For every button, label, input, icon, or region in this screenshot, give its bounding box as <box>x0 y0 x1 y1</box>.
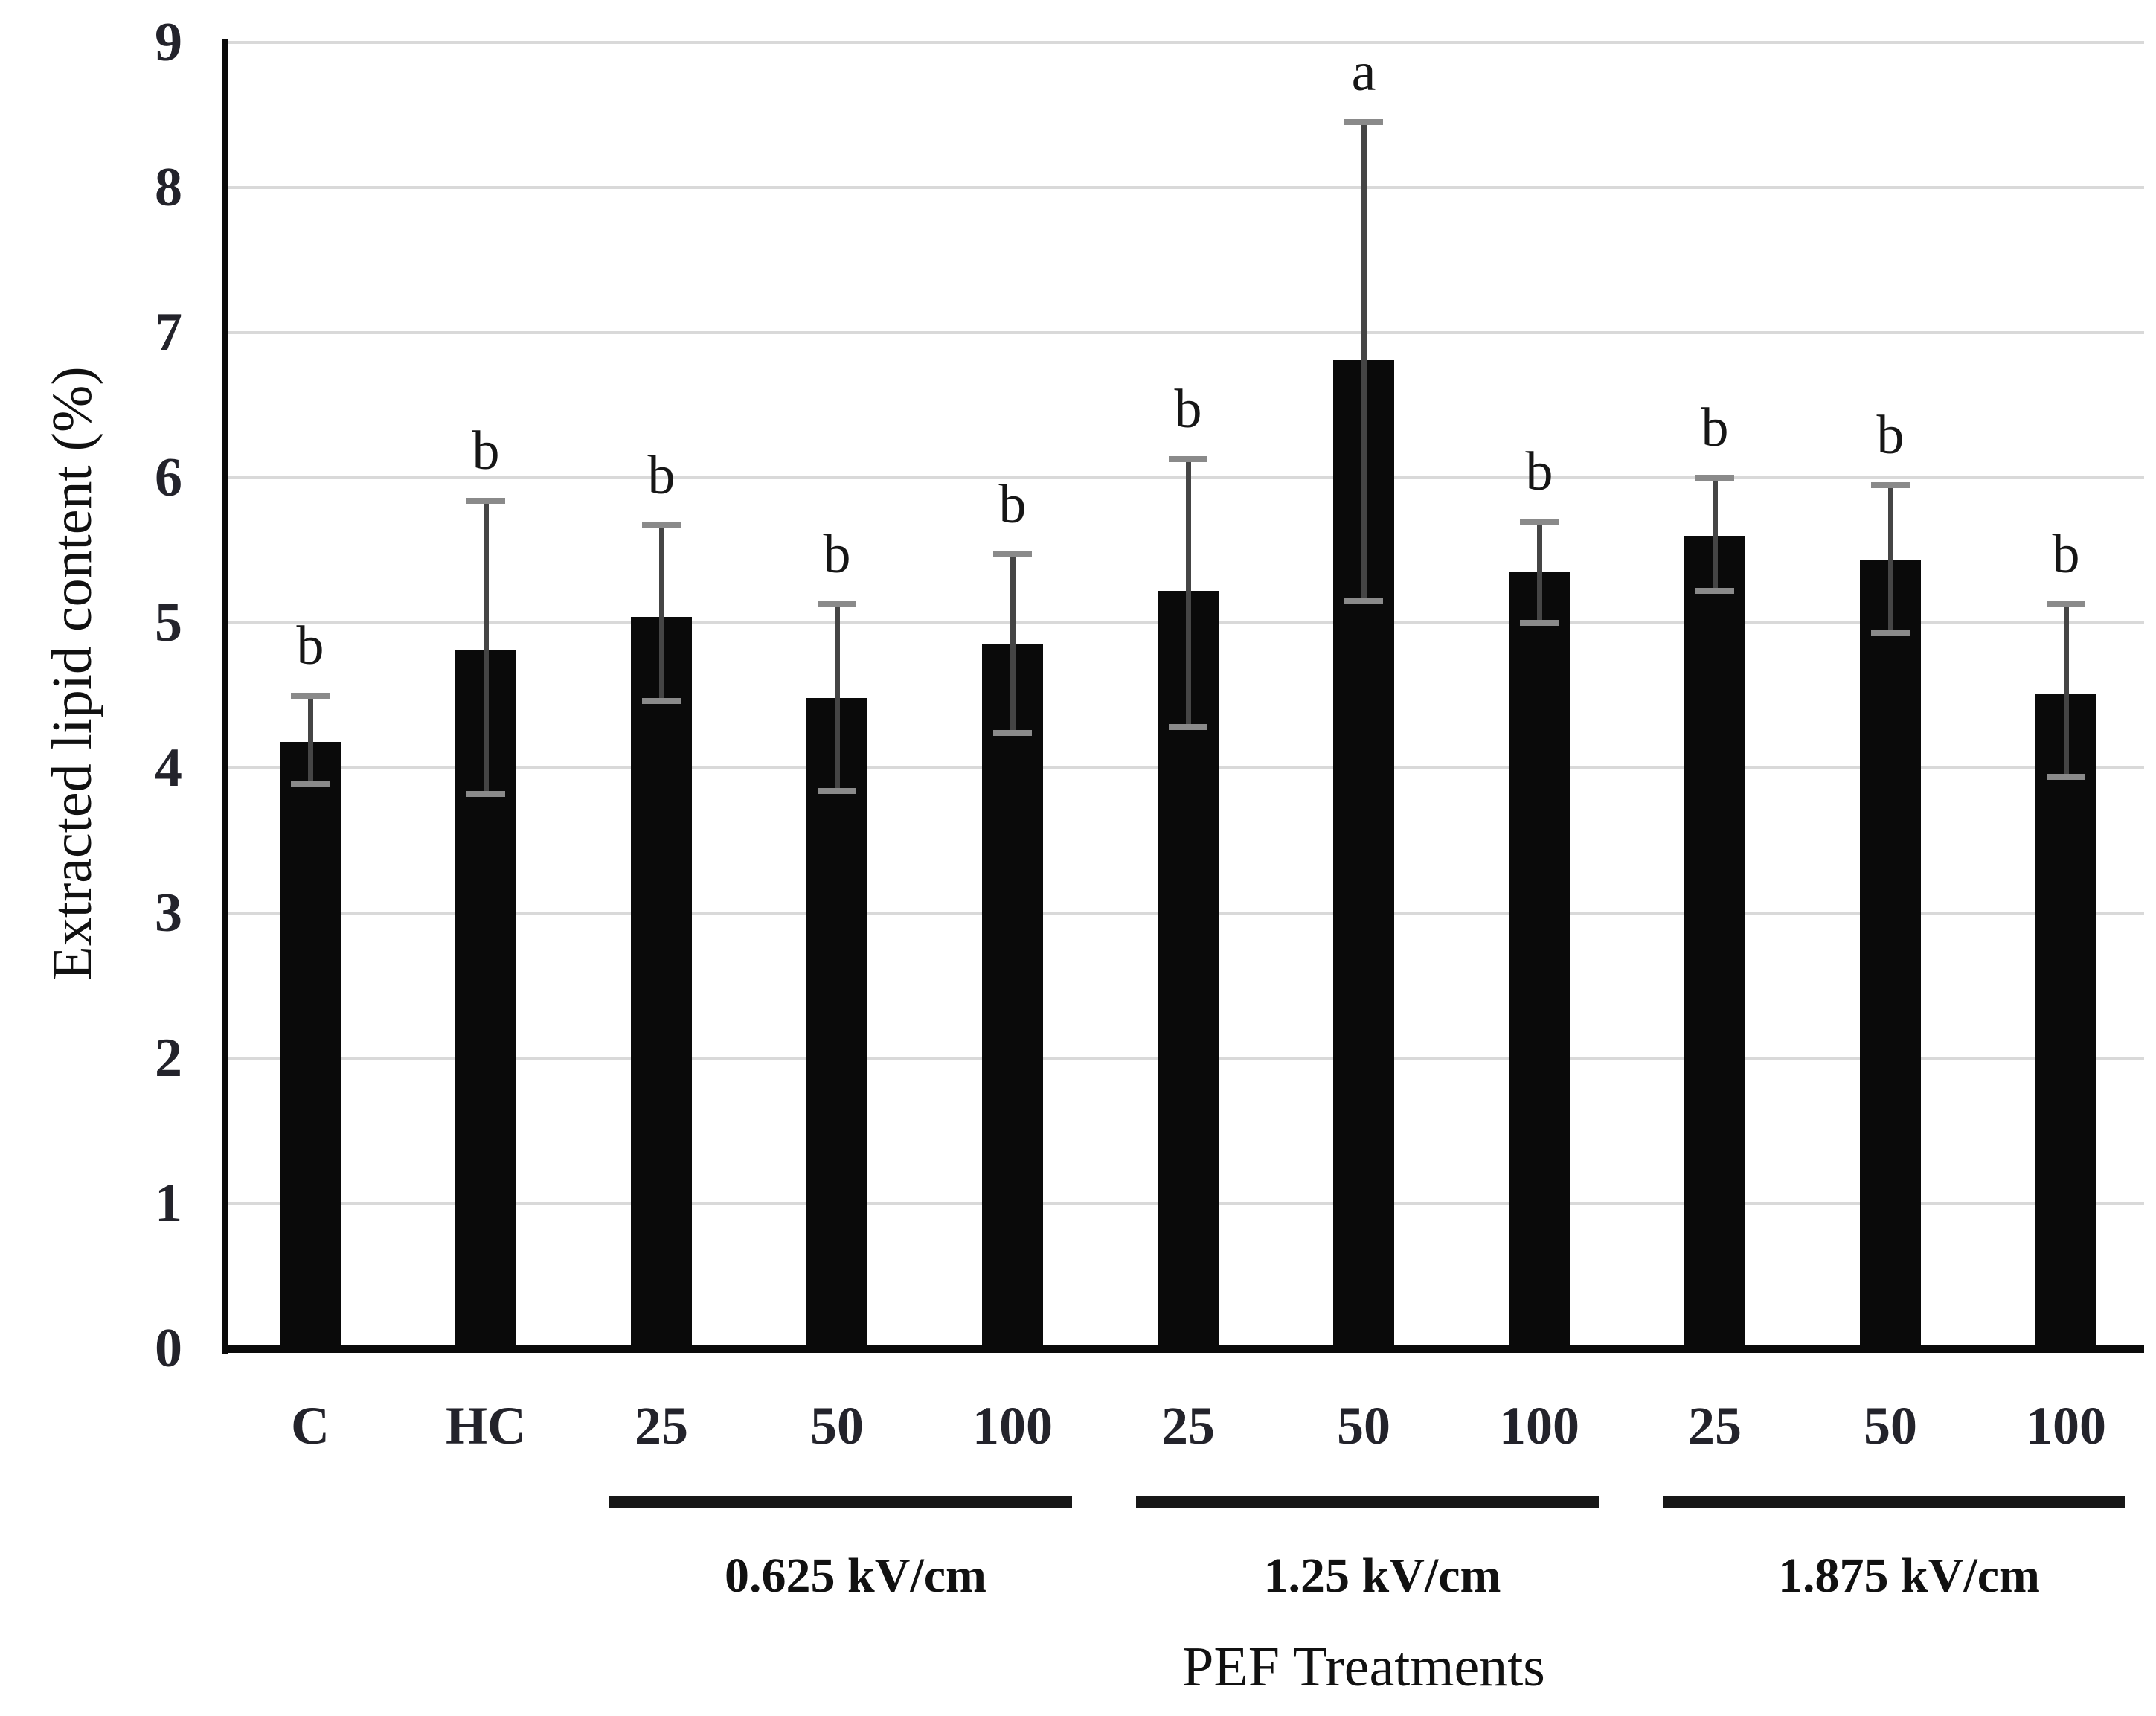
error-bar-bottom-cap <box>2047 773 2085 780</box>
error-bar-top-cap <box>993 551 1032 558</box>
significance-letter: b <box>823 523 851 585</box>
y-tick-label: 3 <box>155 883 182 944</box>
error-bar-line <box>1361 122 1367 601</box>
error-bar-bottom-cap <box>1344 598 1383 604</box>
y-tick-label: 5 <box>155 592 182 653</box>
error-bar-bottom-cap <box>291 781 330 787</box>
error-bar-top-cap <box>2047 601 2085 607</box>
error-bar-line <box>1010 554 1016 734</box>
bar <box>1684 536 1745 1345</box>
significance-letter: b <box>472 420 500 482</box>
x-tick-label: C <box>291 1396 330 1456</box>
significance-letter: b <box>647 445 676 507</box>
y-tick-label: 8 <box>155 157 182 218</box>
error-bar-line <box>1537 521 1542 623</box>
group-label: 1.875 kV/cm <box>1778 1549 2040 1603</box>
y-gridline <box>225 186 2144 189</box>
group-label: 0.625 kV/cm <box>725 1549 986 1603</box>
bar <box>1860 560 1921 1345</box>
significance-letter: b <box>1876 404 1905 466</box>
error-bar-top-cap <box>291 692 330 699</box>
error-bar-top-cap <box>1520 518 1559 525</box>
significance-letter: b <box>296 615 324 676</box>
error-bar-line <box>308 695 313 784</box>
bar <box>2035 694 2096 1345</box>
significance-letter: b <box>1525 441 1553 502</box>
error-bar-bottom-cap <box>1871 630 1910 636</box>
error-bar-bottom-cap <box>466 791 505 798</box>
x-tick-label: 100 <box>1499 1396 1579 1456</box>
y-gridline <box>225 331 2144 334</box>
significance-letter: b <box>1701 397 1729 458</box>
error-bar-top-cap <box>1169 455 1207 462</box>
x-axis-line <box>222 1345 2144 1353</box>
y-tick-label: 2 <box>155 1028 182 1089</box>
x-tick-label: 50 <box>1337 1396 1390 1456</box>
error-bar-top-cap <box>642 522 681 529</box>
x-tick-label: 100 <box>2026 1396 2106 1456</box>
y-tick-label: 1 <box>155 1173 182 1234</box>
error-bar-line <box>1186 458 1191 728</box>
error-bar-line <box>484 501 489 795</box>
x-tick-label: HC <box>446 1396 526 1456</box>
x-tick-label: 50 <box>1864 1396 1917 1456</box>
y-tick-label: 6 <box>155 447 182 508</box>
y-axis-line <box>222 39 228 1354</box>
significance-letter: b <box>2052 523 2080 585</box>
error-bar-line <box>1888 484 1893 633</box>
significance-letter: b <box>998 474 1027 536</box>
x-tick-label: 25 <box>1688 1396 1742 1456</box>
error-bar-top-cap <box>1871 481 1910 488</box>
bar <box>1509 572 1570 1345</box>
error-bar-bottom-cap <box>642 698 681 705</box>
x-tick-label: 50 <box>810 1396 864 1456</box>
error-bar-bottom-cap <box>1169 724 1207 731</box>
bar <box>631 617 692 1345</box>
group-label: 1.25 kV/cm <box>1263 1549 1501 1603</box>
error-bar-top-cap <box>1344 119 1383 126</box>
bar <box>280 741 341 1345</box>
error-bar-line <box>2064 604 2069 777</box>
error-bar-bottom-cap <box>1520 620 1559 626</box>
y-gridline <box>225 41 2144 44</box>
y-tick-label: 7 <box>155 302 182 363</box>
x-axis-title: PEF Treatments <box>1182 1636 1545 1698</box>
x-tick-label: 100 <box>972 1396 1053 1456</box>
y-tick-label: 0 <box>155 1318 182 1379</box>
x-tick-label: 25 <box>635 1396 688 1456</box>
y-tick-label: 9 <box>155 12 182 73</box>
y-tick-label: 4 <box>155 737 182 798</box>
error-bar-line <box>1713 478 1718 592</box>
bar <box>982 644 1043 1345</box>
y-gridline <box>225 476 2144 479</box>
error-bar-top-cap <box>1695 475 1734 481</box>
error-bar-top-cap <box>818 601 856 607</box>
group-underline <box>1663 1496 2125 1508</box>
error-bar-top-cap <box>466 498 505 505</box>
error-bar-line <box>835 604 840 792</box>
bar <box>806 698 867 1345</box>
error-bar-line <box>659 525 664 702</box>
error-bar-bottom-cap <box>1695 588 1734 595</box>
x-tick-label: 25 <box>1161 1396 1215 1456</box>
error-bar-bottom-cap <box>993 730 1032 737</box>
group-underline <box>609 1496 1072 1508</box>
error-bar-bottom-cap <box>818 788 856 795</box>
significance-letter: b <box>1174 378 1202 440</box>
group-underline <box>1136 1496 1599 1508</box>
significance-letter: a <box>1351 42 1376 103</box>
